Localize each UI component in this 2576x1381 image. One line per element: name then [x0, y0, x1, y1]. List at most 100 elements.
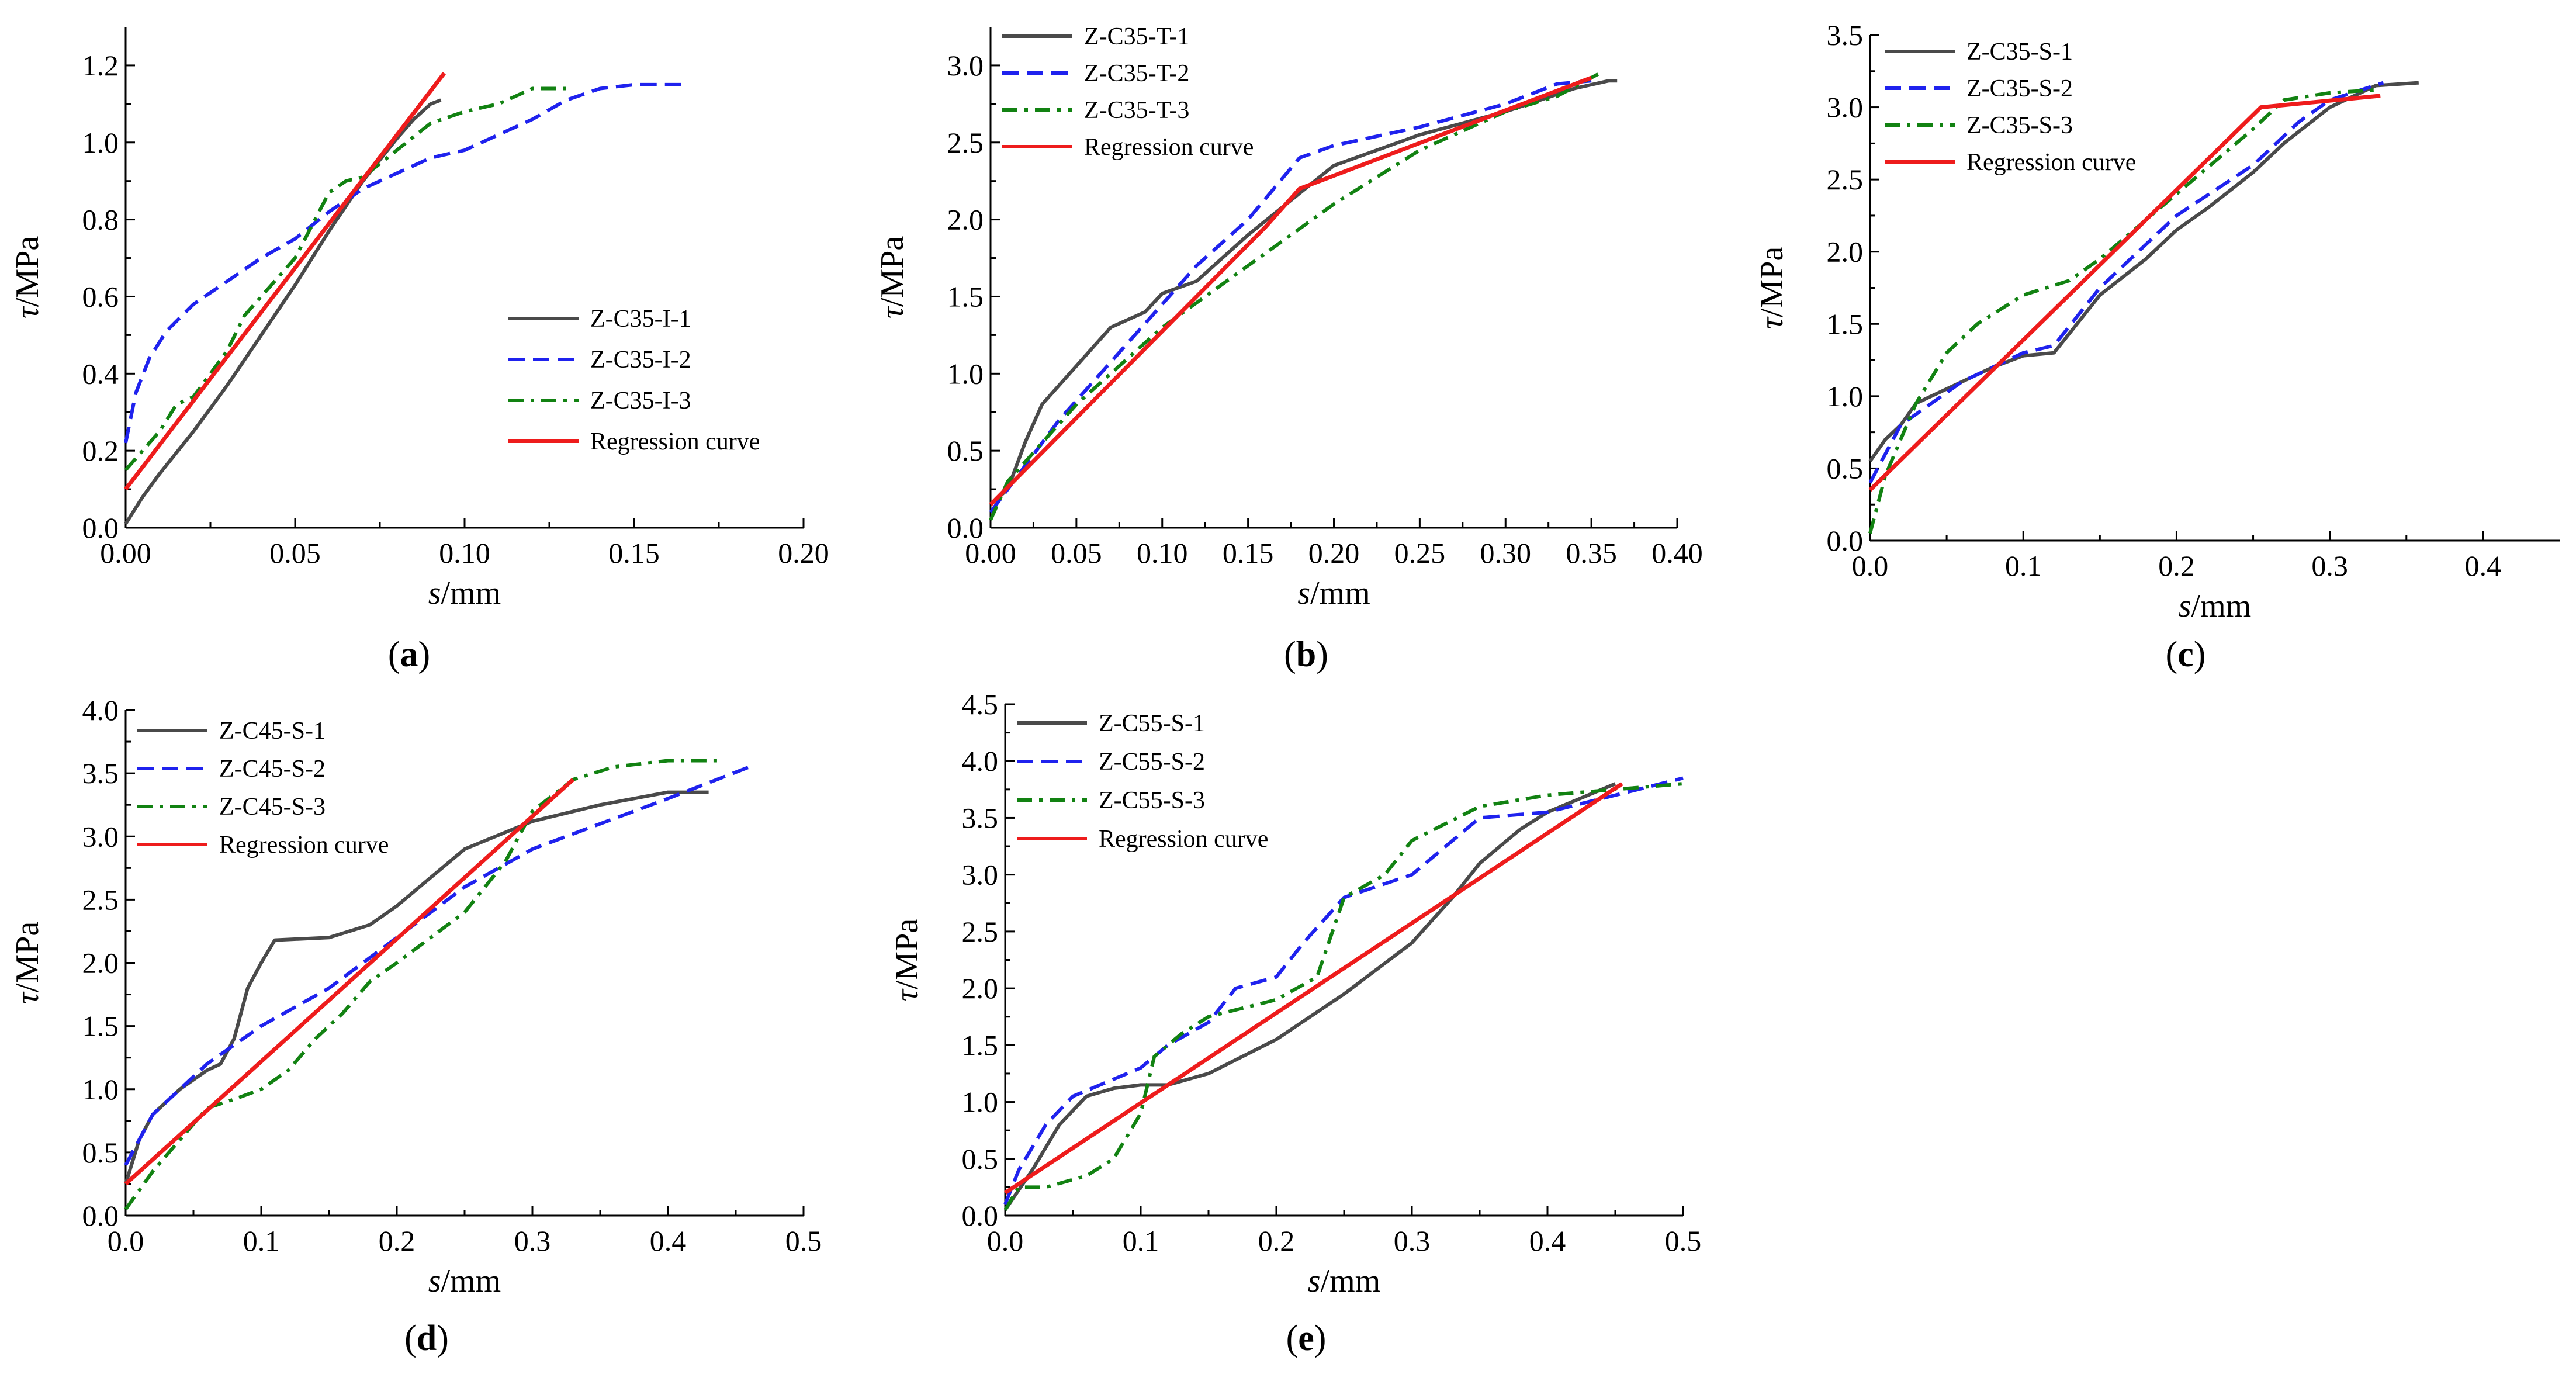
- y-tick-label: 4.0: [82, 694, 119, 726]
- y-tick-label: 2.5: [1827, 163, 1864, 196]
- y-tick-label: 2.5: [962, 915, 999, 948]
- legend: Z-C35-S-1 Z-C35-S-2 Z-C35-S-3 Regression cu…: [1885, 39, 2136, 176]
- y-tick-label: 0.0: [82, 1199, 119, 1232]
- series-line-z-c35-s-1: [1868, 81, 2419, 462]
- x-tick-label: 0.1: [2005, 549, 2042, 582]
- panel-d: 0.0 0.1 0.2 0.3 0.4 0.5 0.0 0.5 1.0 1.5 2.0 2.5 3.0 3…: [9, 694, 822, 1358]
- x-tick-label: 0.1: [1123, 1224, 1159, 1257]
- x-tick-label: 0.4: [650, 1224, 687, 1257]
- series-line-regression-curve: [989, 75, 1592, 506]
- y-tick-label: 0.0: [1827, 524, 1864, 557]
- y-tick-label: 1.5: [947, 280, 984, 313]
- x-tick-label: 0.20: [1308, 537, 1360, 569]
- x-tick-label: 0.5: [785, 1224, 822, 1257]
- x-tick-label: 0.05: [1051, 537, 1102, 569]
- series-line-z-c55-s-3: [1003, 782, 1684, 1211]
- series-line-z-c55-s-2: [1003, 776, 1684, 1205]
- y-tick-label: 2.0: [1827, 236, 1864, 268]
- y-tick-label: 3.0: [1827, 91, 1864, 124]
- panel-caption: (c): [2166, 635, 2206, 674]
- x-tick-label: 0.00: [100, 537, 151, 569]
- legend-label: Z-C35-I-1: [590, 306, 691, 333]
- panel-caption: (e): [1286, 1318, 1327, 1358]
- x-tick-label: 0.10: [1137, 537, 1188, 569]
- x-tick-label: 0.0: [108, 1224, 144, 1257]
- y-tick-label: 0.5: [1827, 452, 1864, 484]
- panel-b: 0.00 0.05 0.10 0.15 0.20 0.25 0.30 0.35 0.40 0.0 0…: [874, 23, 1703, 674]
- y-tick-label: 2.5: [947, 126, 984, 159]
- y-axis-title: τ/MPa: [1754, 247, 1790, 330]
- x-tick-label: 0.40: [1651, 537, 1703, 569]
- x-tick-label: 0.3: [2311, 549, 2348, 582]
- x-axis-title: s/mm: [1297, 575, 1370, 611]
- y-tick-label: 3.5: [82, 757, 119, 790]
- y-tick-label: 3.5: [962, 801, 999, 834]
- x-tick-label: 0.2: [379, 1224, 416, 1257]
- legend: Z-C35-T-1 Z-C35-T-2 Z-C35-T-3 Regression cu…: [1002, 23, 1254, 161]
- x-tick-label: 0.35: [1566, 537, 1617, 569]
- y-tick-label: 0.0: [947, 511, 984, 544]
- x-tick-label: 0.25: [1394, 537, 1446, 569]
- x-tick-label: 0.05: [269, 537, 321, 569]
- series-line-z-c35-s-2: [1868, 81, 2384, 484]
- legend-label: Z-C35-S-3: [1966, 112, 2073, 139]
- x-tick-label: 0.0: [1852, 549, 1889, 582]
- panel-caption: (b): [1284, 635, 1328, 674]
- series-line-regression-curve: [124, 778, 574, 1186]
- x-tick-label: 0.4: [2465, 549, 2502, 582]
- panel-caption: (a): [388, 635, 430, 674]
- series-line-z-c35-t-1: [989, 79, 1618, 506]
- y-tick-label: 1.0: [82, 126, 119, 159]
- legend-label: Z-C55-S-2: [1099, 749, 1205, 776]
- y-tick-label: 3.0: [947, 49, 984, 82]
- x-tick-label: 0.3: [1394, 1224, 1431, 1257]
- y-axis-title: τ/MPa: [9, 236, 46, 319]
- y-tick-label: 1.0: [962, 1086, 999, 1119]
- y-tick-label: 2.0: [962, 972, 999, 1005]
- legend-label: Z-C35-I-3: [590, 387, 691, 414]
- series-line-z-c45-s-3: [124, 759, 722, 1210]
- y-tick-label: 2.0: [82, 947, 119, 979]
- legend-label: Regression curve: [590, 428, 760, 455]
- legend-label: Regression curve: [219, 832, 389, 859]
- y-tick-label: 2.0: [947, 203, 984, 236]
- legend-label: Z-C35-S-1: [1966, 39, 2073, 65]
- y-tick-label: 0.4: [82, 357, 119, 390]
- x-tick-label: 0.5: [1665, 1224, 1702, 1257]
- panel-e: 0.0 0.1 0.2 0.3 0.4 0.5 0.0 0.5 1.0 1.5 2.0 2.5 3.0 3…: [889, 688, 1701, 1358]
- y-tick-label: 3.0: [962, 859, 999, 891]
- y-tick-label: 4.5: [962, 688, 999, 721]
- y-tick-label: 0.6: [82, 280, 119, 313]
- series-line-regression-curve: [124, 71, 446, 491]
- y-tick-label: 1.5: [82, 1010, 119, 1043]
- y-tick-label: 0.0: [82, 511, 119, 544]
- y-tick-label: 1.0: [82, 1073, 119, 1106]
- y-tick-label: 1.5: [1827, 307, 1864, 340]
- x-tick-label: 0.00: [965, 537, 1016, 569]
- panel-a: 0.00 0.05 0.10 0.15 0.20 0.0 0.2 0.4 0.6 0.8 1.0 1.…: [9, 27, 829, 674]
- series-line-z-c45-s-2: [124, 765, 750, 1166]
- y-tick-label: 0.5: [82, 1136, 119, 1169]
- series-line-z-c55-s-1: [1003, 782, 1616, 1211]
- x-tick-label: 0.10: [439, 537, 490, 569]
- y-tick-label: 1.2: [82, 49, 119, 82]
- series-line-z-c35-i-3: [124, 86, 566, 472]
- y-tick-label: 0.5: [962, 1143, 999, 1175]
- x-tick-label: 0.3: [514, 1224, 551, 1257]
- panel-caption: (d): [404, 1318, 449, 1358]
- legend-label: Z-C55-S-3: [1099, 787, 1205, 814]
- legend: Z-C55-S-1 Z-C55-S-2 Z-C55-S-3 Regression cu…: [1017, 710, 1268, 853]
- series-line-regression-curve: [1868, 94, 2381, 492]
- x-tick-label: 0.1: [243, 1224, 280, 1257]
- legend-label: Z-C45-S-3: [219, 794, 326, 821]
- x-axis-title: s/mm: [1308, 1263, 1380, 1299]
- x-tick-label: 0.2: [2158, 549, 2195, 582]
- legend: Z-C45-S-1 Z-C45-S-2 Z-C45-S-3 Regression cu…: [137, 718, 389, 859]
- legend-label: Z-C55-S-1: [1099, 710, 1205, 737]
- y-axis-title: τ/MPa: [889, 919, 925, 1002]
- x-tick-label: 0.30: [1480, 537, 1532, 569]
- x-axis-title: s/mm: [428, 575, 501, 611]
- series-line-z-c35-t-3: [989, 71, 1601, 521]
- x-tick-label: 0.20: [778, 537, 829, 569]
